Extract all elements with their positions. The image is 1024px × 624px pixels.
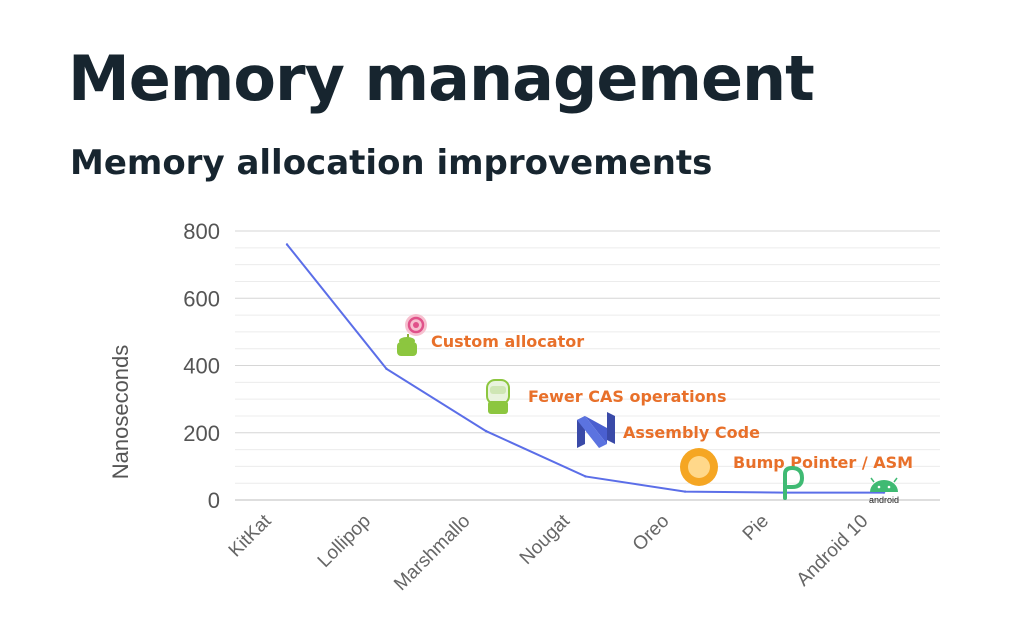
slide-subtitle: Memory allocation improvements — [70, 143, 713, 183]
slide-title: Memory management — [68, 42, 815, 115]
android-icon — [870, 477, 898, 492]
x-category-label: Android 10 — [793, 511, 873, 591]
nougat-icon — [577, 412, 615, 448]
x-category-label: Oreo — [629, 511, 674, 556]
y-axis-label: Nanoseconds — [108, 345, 133, 480]
data-point — [484, 429, 488, 433]
y-tick-label: 400 — [183, 354, 220, 379]
y-tick-label: 600 — [183, 286, 220, 311]
lollipop-icon — [397, 314, 427, 356]
y-tick-label: 800 — [183, 219, 220, 244]
oreo-icon — [680, 448, 718, 486]
y-tick-label: 200 — [183, 421, 220, 446]
data-point — [285, 243, 289, 246]
annotation-label: Custom allocator — [431, 332, 584, 351]
x-category-label: Lollipop — [314, 511, 375, 572]
x-category-label: Pie — [739, 511, 773, 545]
x-category-label: KitKat — [225, 510, 276, 561]
data-point — [683, 490, 687, 493]
annotation-label: Fewer CAS operations — [528, 387, 726, 406]
x-axis-categories: KitKat Lollipop Marshmallo Nougat Oreo Pie And… — [225, 510, 873, 595]
annotation-label: Bump Pointer / ASM — [733, 453, 913, 472]
data-point — [385, 367, 388, 371]
chart-grid — [235, 230, 940, 501]
y-axis-ticks: 0 200 400 600 800 — [183, 219, 220, 513]
data-point — [882, 491, 886, 494]
x-category-label: Nougat — [516, 510, 575, 569]
marshmallow-icon — [486, 379, 510, 414]
annotation-label: Assembly Code — [623, 423, 760, 442]
android-wordmark: android — [869, 495, 899, 505]
data-point — [584, 475, 587, 478]
pie-icon — [783, 465, 805, 500]
y-tick-label: 0 — [208, 488, 220, 513]
x-category-label: Marshmallo — [390, 511, 474, 595]
